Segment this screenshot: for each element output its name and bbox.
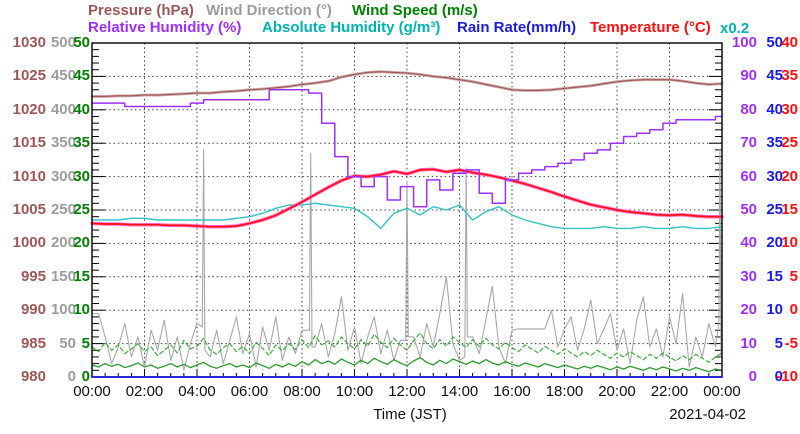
axis-tick-pressure-hpa: 990	[20, 301, 46, 319]
axis-tick-temperature-c: 40	[781, 34, 798, 51]
axis-tick-wind-direction-deg: 300	[50, 167, 76, 185]
legend-pressure: Pressure (hPa)	[88, 2, 194, 19]
time-tick-label: 04:00	[178, 383, 216, 400]
axis-tick-relative-humidity-pct: 50	[740, 201, 757, 218]
axis-tick-wind-direction-deg: 100	[50, 301, 76, 319]
time-tick-label: 08:00	[283, 383, 321, 400]
axis-tick-pressure-hpa: 1000	[12, 234, 46, 252]
axis-tick-temperature-c: 15	[781, 201, 798, 218]
axis-tick-relative-humidity-pct: 30	[740, 267, 757, 285]
axis-tick-relative-humidity-pct: 100	[731, 34, 757, 51]
axis-tick-rain-rate-mmh: 50	[766, 34, 783, 51]
time-tick-label: 16:00	[493, 383, 531, 400]
time-tick-label: 18:00	[545, 383, 584, 400]
axis-tick-temperature-c: 20	[781, 167, 798, 185]
legend-relative-humidity: Relative Humidity (%)	[88, 19, 242, 36]
axis-tick-rain-rate-mmh: 20	[766, 234, 783, 252]
axis-tick-rain-rate-mmh: 45	[766, 67, 783, 85]
axis-tick-pressure-hpa: 995	[20, 267, 46, 285]
axis-tick-wind-direction-deg: 400	[50, 100, 76, 118]
time-tick-label: 22:00	[650, 383, 689, 400]
axis-tick-wind-speed-ms: 50	[73, 34, 90, 51]
axis-tick-rain-rate-mmh: 15	[766, 267, 783, 285]
legend-rain-rate: Rain Rate(mm/h)	[457, 19, 577, 36]
time-tick-label: 00:00	[73, 383, 111, 400]
axis-tick-relative-humidity-pct: 20	[740, 301, 757, 319]
axis-tick-rain-rate-mmh: 40	[766, 100, 783, 118]
axis-tick-rain-rate-mmh: 25	[766, 201, 783, 218]
axis-tick-wind-speed-ms: 40	[73, 100, 90, 118]
axis-tick-pressure-hpa: 1025	[12, 67, 46, 85]
axis-tick-wind-speed-ms: 5	[81, 334, 90, 352]
axis-tick-pressure-hpa: 1010	[12, 167, 46, 185]
date-label: 2021-04-02	[669, 406, 746, 423]
axis-tick-pressure-hpa: 1015	[12, 134, 46, 152]
time-tick-label: 00:00	[703, 383, 741, 400]
axis-tick-pressure-hpa: 1030	[12, 34, 46, 51]
axis-tick-temperature-c: -10	[776, 368, 798, 385]
axis-tick-temperature-c: -5	[784, 334, 798, 352]
axis-tick-temperature-c: 10	[781, 234, 798, 252]
axis-tick-pressure-hpa: 985	[20, 334, 46, 352]
axis-tick-relative-humidity-pct: 90	[740, 67, 757, 85]
axis-tick-rain-rate-mmh: 5	[774, 334, 783, 352]
legend-wind-speed: Wind Speed (m/s)	[352, 2, 478, 19]
axis-tick-wind-speed-ms: 10	[73, 301, 90, 319]
axis-tick-temperature-c: 30	[781, 100, 798, 118]
axis-tick-temperature-c: 0	[789, 301, 798, 319]
axis-tick-relative-humidity-pct: 0	[748, 368, 757, 385]
axis-tick-wind-speed-ms: 20	[73, 234, 90, 252]
axis-tick-pressure-hpa: 1005	[12, 201, 46, 218]
axis-tick-relative-humidity-pct: 10	[740, 334, 757, 352]
time-tick-label: 20:00	[598, 383, 636, 400]
axis-tick-wind-direction-deg: 50	[59, 334, 76, 352]
axis-tick-wind-speed-ms: 45	[73, 67, 90, 85]
axis-tick-wind-speed-ms: 35	[73, 134, 90, 152]
time-axis-title: Time (JST)	[373, 406, 447, 423]
axis-tick-rain-rate-mmh: 10	[766, 301, 783, 319]
legend-temperature: Temperature (°C)	[590, 19, 711, 36]
axis-tick-wind-speed-ms: 15	[73, 267, 90, 285]
axis-tick-wind-direction-deg: 150	[50, 267, 76, 285]
axis-tick-wind-speed-ms: 30	[73, 167, 90, 185]
axis-tick-wind-direction-deg: 350	[50, 134, 76, 152]
axis-tick-wind-direction-deg: 450	[50, 67, 76, 85]
time-tick-label: 10:00	[335, 383, 374, 400]
time-tick-label: 06:00	[230, 383, 269, 400]
axis-tick-wind-direction-deg: 200	[50, 234, 76, 252]
axis-tick-relative-humidity-pct: 70	[740, 134, 757, 152]
time-tick-label: 02:00	[125, 383, 164, 400]
axis-tick-temperature-c: 25	[781, 134, 798, 152]
axis-tick-relative-humidity-pct: 60	[740, 167, 757, 185]
axis-tick-rain-rate-mmh: 30	[766, 167, 783, 185]
axis-tick-pressure-hpa: 980	[20, 368, 46, 385]
legend-wind-direction: Wind Direction (°)	[206, 2, 332, 19]
axis-tick-wind-speed-ms: 25	[73, 201, 90, 218]
time-tick-label: 14:00	[440, 383, 479, 400]
axis-tick-pressure-hpa: 1020	[12, 100, 46, 118]
axis-tick-relative-humidity-pct: 80	[740, 100, 757, 118]
axis-tick-wind-speed-ms: 0	[81, 368, 90, 385]
axis-tick-relative-humidity-pct: 40	[740, 234, 757, 252]
axis-tick-wind-direction-deg: 250	[50, 201, 76, 218]
axis-tick-rain-rate-mmh: 35	[766, 134, 783, 152]
axis-tick-wind-direction-deg: 500	[50, 34, 76, 51]
axis-tick-rain-rate-mmh: 0	[774, 368, 783, 385]
legend-absolute-humidity: Absolute Humidity (g/m³)	[262, 19, 441, 36]
time-tick-label: 12:00	[388, 383, 426, 400]
axis-tick-wind-direction-deg: 0	[67, 368, 76, 385]
absolute-humidity-scale-note: x0.2	[720, 20, 750, 37]
axis-tick-temperature-c: 5	[789, 267, 798, 285]
axis-tick-temperature-c: 35	[781, 67, 798, 85]
